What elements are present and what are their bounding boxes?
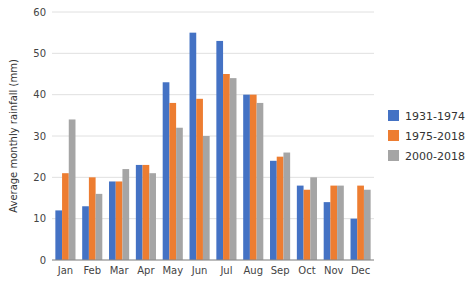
x-tick-label: Nov (324, 265, 344, 276)
legend-swatch (388, 110, 399, 121)
grid-line (52, 53, 374, 54)
bar (250, 95, 257, 260)
bar (176, 128, 183, 260)
x-tick-label: Mar (110, 265, 130, 276)
x-axis-line (52, 260, 374, 261)
legend-label: 1975-2018 (405, 130, 465, 143)
legend-label: 2000-2018 (405, 150, 465, 163)
grid-line (52, 177, 374, 178)
legend-swatch (388, 150, 399, 161)
x-tick-label: Oct (298, 265, 315, 276)
x-tick-label: Jan (57, 265, 73, 276)
bar (163, 82, 170, 260)
grid-line (52, 94, 374, 95)
y-axis-label: Average monthly rainfall (mm) (8, 59, 19, 213)
x-tick-label: Jun (191, 265, 208, 276)
bar (169, 103, 176, 260)
bars (55, 33, 370, 260)
y-tick-label: 20 (33, 172, 46, 183)
bar (283, 153, 290, 260)
series (62, 74, 364, 260)
bar (190, 33, 197, 260)
bar (82, 206, 89, 260)
bar (310, 177, 317, 260)
x-tick-label: Jul (219, 265, 232, 276)
chart: 0 10 20 30 40 50 60 Average monthly rainfall (m… (0, 0, 476, 286)
grid-line (52, 12, 374, 13)
bar (136, 165, 143, 260)
grid-line (52, 260, 374, 261)
grid-line (52, 136, 374, 137)
bar (122, 169, 129, 260)
bar (196, 99, 203, 260)
bar (55, 210, 62, 260)
bar (216, 41, 223, 260)
x-tick-label: Apr (137, 265, 155, 276)
bar (143, 165, 150, 260)
bar (297, 186, 304, 260)
bar (69, 119, 76, 260)
bar (62, 173, 69, 260)
bar (149, 173, 156, 260)
bar (351, 219, 358, 260)
bar (116, 181, 123, 260)
bar (223, 74, 230, 260)
x-axis: Jan Feb Mar Apr May Jun Jul Aug Sep Oct Nov Dec (57, 265, 371, 276)
legend: 1931-1974 1975-2018 2000-2018 (388, 110, 465, 163)
bar (277, 157, 284, 260)
bar (96, 194, 103, 260)
y-tick-label: 50 (33, 48, 46, 59)
bar (109, 181, 116, 260)
bar (203, 136, 210, 260)
bar (89, 177, 96, 260)
bar (324, 202, 331, 260)
legend-swatch (388, 130, 399, 141)
x-tick-label: Aug (243, 265, 263, 276)
y-axis: 0 10 20 30 40 50 60 (33, 7, 374, 266)
y-tick-label: 0 (40, 255, 46, 266)
x-tick-label: May (162, 265, 183, 276)
bar (243, 95, 250, 260)
bar (337, 186, 344, 260)
x-tick-label: Sep (271, 265, 290, 276)
bar (257, 103, 264, 260)
bar (304, 190, 311, 260)
bar (357, 186, 364, 260)
legend-label: 1931-1974 (405, 110, 465, 123)
series (55, 33, 357, 260)
bar (230, 78, 237, 260)
x-tick-label: Dec (351, 265, 370, 276)
bar (270, 161, 277, 260)
y-tick-label: 40 (33, 89, 46, 100)
y-tick-label: 10 (33, 213, 46, 224)
y-tick-label: 30 (33, 131, 46, 142)
bar (330, 186, 337, 260)
x-tick-label: Feb (83, 265, 101, 276)
bar (364, 190, 371, 260)
series (69, 78, 371, 260)
y-tick-label: 60 (33, 7, 46, 18)
